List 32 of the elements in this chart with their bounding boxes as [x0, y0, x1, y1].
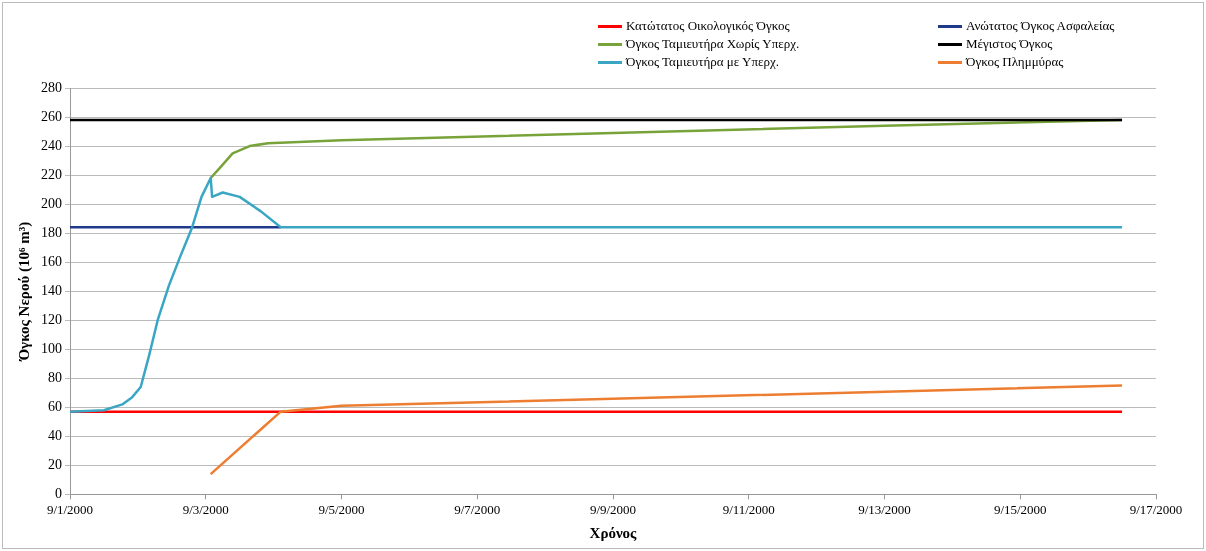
x-tick-label: 9/5/2000 [318, 501, 365, 517]
x-axis-title: Χρόνος [589, 524, 638, 541]
y-tick-label: 220 [41, 166, 62, 182]
y-axis-title: Όγκος Νερού (10⁶ m³) [15, 221, 33, 362]
legend-label: Κατώτατος Οικολογικός Όγκος [625, 18, 791, 34]
y-tick-label: 60 [48, 398, 62, 414]
y-tick-label: 100 [41, 340, 62, 356]
y-tick-label: 120 [41, 311, 62, 327]
x-tick-label: 9/9/2000 [589, 501, 637, 517]
y-tick-label: 140 [41, 282, 62, 298]
y-tick-label: 20 [48, 457, 62, 473]
legend-label: Όγκος Ταμιευτήρα με Υπερχ. [624, 54, 780, 70]
legend-label: Όγκος Πλημμύρας [964, 54, 1065, 70]
x-tick-label: 9/3/2000 [182, 501, 229, 517]
x-tick-label: 9/15/2000 [993, 501, 1047, 517]
y-tick-label: 40 [48, 428, 62, 444]
y-tick-label: 0 [55, 486, 62, 502]
y-tick-label: 260 [41, 108, 62, 124]
legend-label: Ανώτατος Όγκος Ασφαλείας [965, 18, 1116, 34]
x-tick-label: 9/1/2000 [46, 501, 94, 517]
y-tick-label: 160 [41, 253, 62, 269]
legend-label: Μέγιστος Όγκος [965, 36, 1054, 52]
x-tick-label: 9/11/2000 [722, 501, 775, 517]
y-tick-label: 240 [41, 137, 62, 153]
y-tick-label: 200 [41, 195, 62, 211]
y-tick-label: 180 [41, 224, 62, 240]
y-tick-label: 80 [48, 369, 62, 385]
legend-label: Όγκος Ταμιευτήρα Χωρίς Υπερχ. [624, 36, 801, 52]
x-tick-label: 9/13/2000 [858, 501, 911, 517]
x-tick-label: 9/7/2000 [454, 501, 501, 517]
x-tick-label: 9/17/2000 [1129, 501, 1183, 517]
y-tick-label: 280 [41, 79, 62, 95]
